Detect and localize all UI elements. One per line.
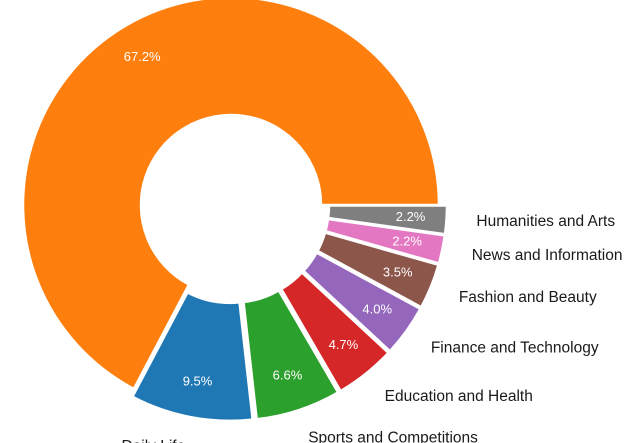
category-label-finance-and-technology: Finance and Technology — [431, 340, 599, 357]
category-label-entertainment: Entertainment — [8, 0, 105, 2]
percent-label-fashion-and-beauty: 3.5% — [383, 264, 413, 279]
category-label-sports-and-competitions: Sports and Competitions — [308, 430, 478, 443]
category-label-education-and-health: Education and Health — [385, 388, 533, 405]
slice-education-and-health — [279, 271, 390, 393]
percent-label-humanities-and-arts: 2.2% — [396, 209, 426, 224]
slice-daily-life — [131, 291, 254, 423]
category-label-news-and-information: News and Information — [472, 247, 623, 264]
slice-fashion-and-beauty — [316, 231, 440, 309]
slice-humanities-and-arts — [326, 204, 449, 236]
percent-label-entertainment: 67.2% — [124, 49, 161, 64]
percent-label-news-and-information: 2.2% — [392, 234, 422, 249]
slices-group — [21, 0, 449, 423]
percent-label-sports-and-competitions: 6.6% — [273, 367, 303, 382]
slice-entertainment — [21, 0, 441, 391]
percent-label-daily-life: 9.5% — [183, 373, 213, 388]
percent-labels-group: 67.2% 9.5% 6.6% 4.7% 4.0% 3.5% 2.2% 2.2% — [124, 49, 426, 388]
category-label-humanities-and-arts: Humanities and Arts — [476, 213, 615, 230]
percent-label-education-and-health: 4.7% — [329, 337, 359, 352]
slice-finance-and-technology — [302, 251, 422, 353]
slice-sports-and-competitions — [242, 289, 340, 421]
category-label-fashion-and-beauty: Fashion and Beauty — [459, 289, 597, 306]
percent-label-finance-and-technology: 4.0% — [362, 301, 392, 316]
category-label-daily-life: Daily Life — [121, 438, 185, 443]
category-labels-group: Entertainment Daily Life Sports and Compet… — [8, 0, 623, 443]
